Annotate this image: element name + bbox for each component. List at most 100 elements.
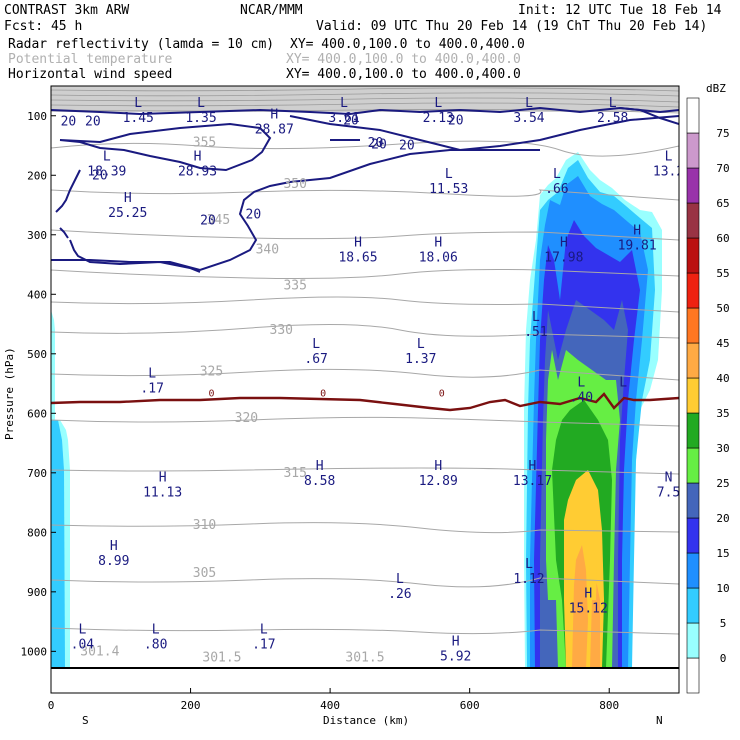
colorbar-level-label: 70: [716, 162, 729, 175]
colorbar-swatch: [686, 167, 700, 204]
y-tick-label: 100: [27, 110, 47, 123]
extremum-value: .67: [304, 352, 327, 367]
extremum-type: L: [103, 149, 111, 164]
colorbar-level-label: 75: [716, 127, 729, 140]
extremum-type: L: [312, 337, 320, 352]
extremum-type: L: [525, 96, 533, 111]
theta-contour-label: 305: [193, 566, 216, 581]
freezing-level-label: 0: [439, 388, 445, 399]
wind-20-mid: [289, 115, 679, 152]
extremum-value: .66: [545, 182, 568, 197]
theta-contour-label: 325: [200, 365, 223, 380]
header-field-reflectivity: Radar reflectivity (lamda = 10 cm): [8, 37, 274, 52]
theta-surface-label: 301.5: [345, 650, 384, 665]
colorbar-level-label: 0: [720, 652, 727, 665]
freezing-level-line: [51, 392, 679, 412]
header-model: CONTRAST 3km ARW: [4, 3, 129, 18]
extremum-value: 2.58: [597, 111, 628, 126]
extremum-value: .80: [144, 637, 167, 652]
colorbar-swatch: [686, 377, 700, 414]
extremum-value: 8.58: [304, 474, 335, 489]
colorbar: 0 5 10 15 20 25 30 35 40 45 50 55 60 65 70 75: [686, 97, 730, 694]
colorbar-level-label: 55: [716, 267, 729, 280]
extremum-value: 5.92: [440, 649, 471, 664]
colorbar-level-label: 35: [716, 407, 729, 420]
radar-echo-45dbz-b: [590, 580, 600, 668]
colorbar-units: dBZ: [706, 82, 726, 95]
extremum-type: H: [354, 236, 362, 251]
colorbar-level-label: 15: [716, 547, 729, 560]
colorbar-swatch: [686, 447, 700, 484]
theta-contour-label: 335: [283, 278, 306, 293]
extremum-type: H: [434, 236, 442, 251]
extremum-value: 19.81: [618, 239, 657, 254]
colorbar-level-label: 65: [716, 197, 729, 210]
extremum-type: L: [148, 367, 156, 382]
wind-contour-label: 20: [448, 114, 464, 129]
theta-contours: [51, 140, 679, 635]
wind-contour-label: 20: [399, 139, 415, 154]
wind-20-right: [619, 107, 679, 125]
extremum-type: L: [553, 167, 561, 182]
freezing-level-label: 0: [320, 388, 326, 399]
theta-contour-label: 315: [283, 466, 306, 481]
extremum-value: 11.13: [143, 486, 182, 501]
colorbar-level-label: 25: [716, 477, 729, 490]
extremum-value: 13.2: [653, 164, 684, 179]
wind-contour-label: 20: [61, 115, 77, 130]
theta-line-340: [51, 269, 679, 279]
colorbar-swatch: [686, 657, 700, 694]
header-center: NCAR/MMM: [240, 3, 303, 18]
wind-contour-label: 20: [85, 115, 101, 130]
colorbar-swatch: [686, 482, 700, 519]
extremum-type: L: [434, 96, 442, 111]
extremum-value: .26: [388, 587, 411, 602]
x-tick-label: 200: [181, 699, 201, 712]
extremum-value: 1.37: [405, 352, 436, 367]
theta-line-325: [51, 368, 679, 381]
header-xy-reflectivity: XY= 400.0,100.0 to 400.0,400.0: [290, 37, 525, 52]
theta-surface-label: 301.5: [202, 650, 241, 665]
wind-contour-label: 20: [200, 213, 216, 228]
extremum-value: 3.61: [328, 111, 359, 126]
theta-contour-label: 330: [270, 323, 293, 338]
y-tick-label: 800: [27, 526, 47, 539]
freezing-level-label: 0: [208, 388, 214, 399]
y-tick-label: 400: [27, 288, 47, 301]
extremum-type: L: [577, 375, 585, 390]
extremum-type: L: [609, 96, 617, 111]
extremum-type: L: [260, 622, 268, 637]
wind-contours: [51, 106, 679, 273]
colorbar-level-label: 20: [716, 512, 729, 525]
y-tick-label: 300: [27, 229, 47, 242]
theta-contour-label: 355: [193, 136, 216, 151]
theta-contour-label: 340: [256, 243, 279, 258]
theta-line-335: [51, 296, 679, 313]
x-axis-label: Distance (km): [323, 714, 409, 727]
extremum-type: L: [445, 167, 453, 182]
plot-frame: [50, 85, 680, 694]
wind-20-loop-a: [59, 122, 272, 172]
extremum-value: .51: [524, 325, 547, 340]
extremum-type: L: [417, 337, 425, 352]
extremum-type: H: [633, 224, 641, 239]
colorbar-swatch: [686, 517, 700, 554]
extremum-value: 2.13: [423, 111, 454, 126]
extremum-value: .17: [140, 382, 163, 397]
header-field-wind: Horizontal wind speed: [8, 67, 172, 82]
x-tick-label: 400: [320, 699, 340, 712]
wind-20-left-b: [69, 239, 201, 273]
extremum-type: H: [529, 459, 537, 474]
radar-echo-secondary-cell: [589, 550, 597, 600]
theta-line-330: [51, 323, 679, 339]
extremum-value: 25.25: [108, 206, 147, 221]
header-valid: Valid: 09 UTC Thu 20 Feb 14 (19 ChT Thu …: [316, 19, 707, 34]
extremum-type: L: [197, 96, 205, 111]
theta-line-305b: [51, 627, 679, 635]
theta-line-305: [51, 577, 679, 588]
y-tick-label: 500: [27, 348, 47, 361]
extremum-type: H: [434, 459, 442, 474]
colorbar-swatch: [686, 412, 700, 449]
wind-contour-label: 20: [368, 136, 384, 151]
colorbar-swatch: [686, 272, 700, 309]
